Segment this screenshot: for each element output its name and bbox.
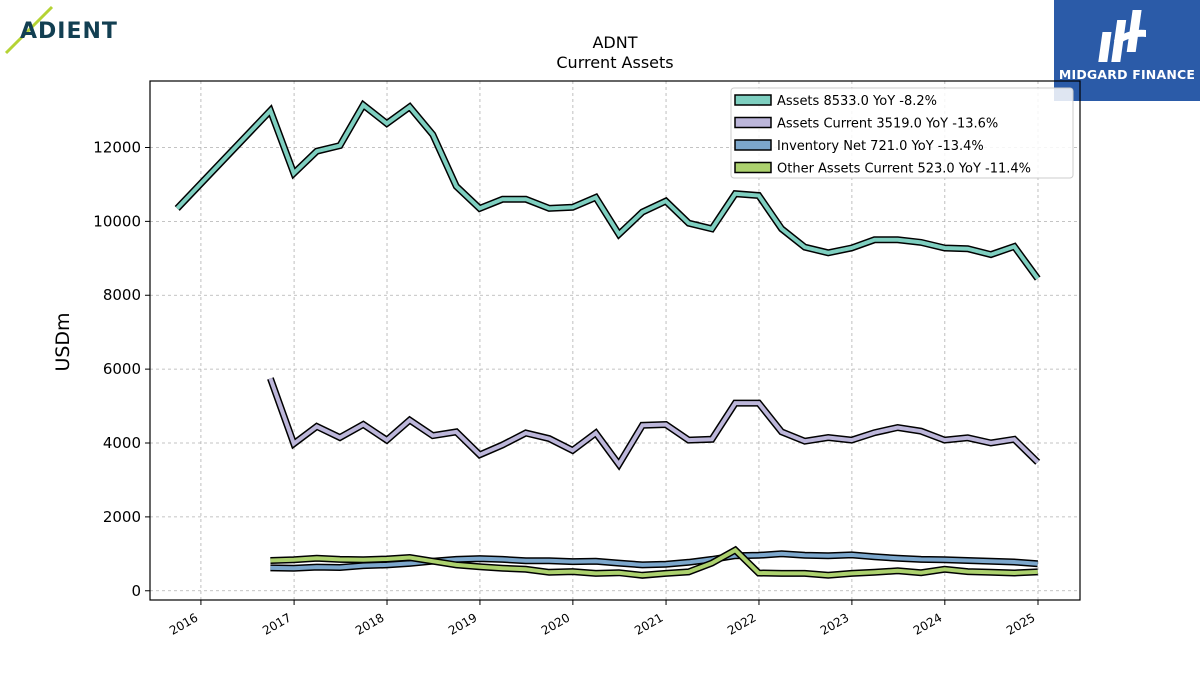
- series-lines: [174, 99, 1041, 579]
- legend-label: Assets 8533.0 YoY -8.2%: [777, 94, 937, 109]
- legend-box: [730, 87, 1074, 179]
- chart-subtitle: Current Assets: [556, 53, 673, 72]
- y-tick-label: 4000: [103, 434, 141, 452]
- series-stroke: [175, 101, 1040, 280]
- x-axis-ticks: 2016 2017 2018 2019 2020 2021 2022 2023 2024 2025: [167, 600, 1039, 638]
- legend-swatch: [734, 161, 772, 174]
- series-line: [270, 545, 1038, 579]
- x-tick-label: 2023: [818, 610, 851, 637]
- series-stroke: [270, 551, 1038, 571]
- x-tick-label: 2025: [1004, 610, 1037, 637]
- adient-logo: ADIENT: [4, 5, 118, 55]
- y-axis-ticks: 0 2000 4000 6000 8000 10000 12000: [93, 138, 150, 600]
- midgard-finance-logo: MIDGARD FINANCE: [1054, 0, 1200, 101]
- series-outline: [267, 377, 1041, 471]
- series-line: [270, 550, 1038, 572]
- midgard-logo-text: MIDGARD FINANCE: [1058, 67, 1196, 82]
- x-tick-label: 2022: [725, 610, 758, 637]
- x-tick-label: 2018: [353, 610, 386, 637]
- y-tick-label: 12000: [93, 138, 141, 156]
- y-tick-label: 2000: [103, 508, 141, 526]
- legend-swatch: [734, 139, 772, 151]
- series-stroke: [268, 377, 1040, 469]
- x-tick-label: 2020: [539, 610, 572, 637]
- legend: Assets 8533.0 YoY -8.2% Assets Current 35…: [730, 87, 1074, 179]
- y-tick-label: 8000: [103, 286, 141, 304]
- legend-label: Assets Current 3519.0 YoY -13.6%: [777, 117, 998, 132]
- series-stroke: [270, 547, 1038, 578]
- y-tick-label: 10000: [93, 212, 141, 230]
- chart-title: ADNT: [592, 33, 637, 52]
- legend-label: Other Assets Current 523.0 YoY -11.4%: [777, 162, 1031, 177]
- adient-logo-text: ADIENT: [20, 19, 118, 44]
- y-tick-label: 6000: [103, 360, 141, 378]
- x-tick-label: 2017: [260, 610, 293, 637]
- x-tick-label: 2016: [167, 610, 200, 637]
- y-axis-label: USDm: [52, 312, 74, 371]
- x-tick-label: 2021: [632, 610, 665, 637]
- plot-frame: [149, 80, 1081, 601]
- legend-label: Inventory Net 721.0 YoY -13.4%: [777, 139, 984, 154]
- x-tick-label: 2024: [911, 610, 944, 637]
- y-tick-label: 0: [131, 582, 141, 600]
- series-line: [267, 377, 1041, 471]
- legend-swatch: [734, 116, 772, 129]
- series-line: [174, 99, 1041, 281]
- legend-swatch: [734, 94, 772, 106]
- x-tick-label: 2019: [446, 610, 479, 637]
- midgard-monogram-icon: [1098, 10, 1146, 62]
